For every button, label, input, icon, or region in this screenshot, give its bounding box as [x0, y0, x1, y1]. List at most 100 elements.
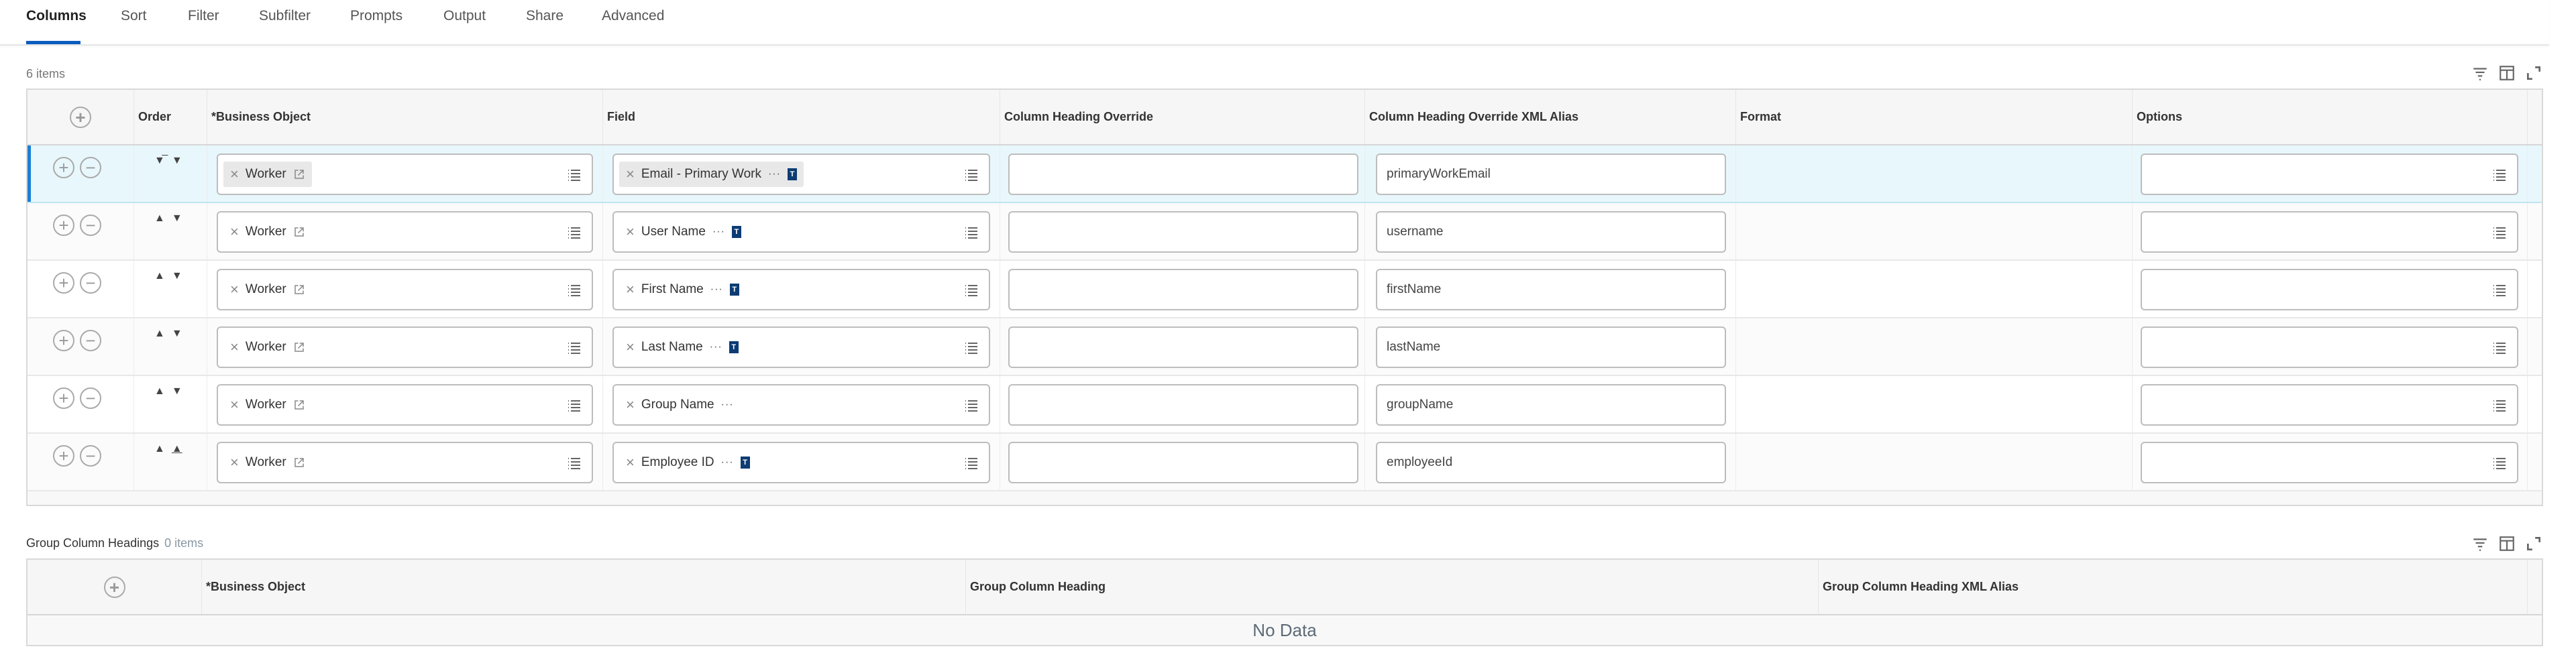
tab-output[interactable]: Output [443, 8, 486, 23]
related-actions-icon[interactable]: ··· [720, 399, 734, 410]
options-input[interactable] [2141, 442, 2518, 483]
remove-row-icon[interactable]: − [80, 330, 101, 351]
remove-icon[interactable]: × [230, 396, 239, 413]
business-object-pill[interactable]: × Worker [223, 450, 312, 475]
business-object-input[interactable]: × Worker [217, 154, 593, 195]
add-row-icon[interactable]: + [53, 272, 74, 294]
field-pill[interactable]: × Last Name ··· T [619, 335, 745, 360]
add-row-icon[interactable]: + [53, 445, 74, 467]
move-down-icon[interactable]: ▼ [171, 155, 182, 166]
remove-icon[interactable]: × [626, 281, 635, 298]
business-object-input[interactable]: × Worker [217, 442, 593, 483]
remove-icon[interactable]: × [626, 339, 635, 355]
move-up-icon[interactable]: ▲ [154, 443, 165, 455]
move-down-icon[interactable]: ▼ [171, 328, 182, 339]
remove-icon[interactable]: × [626, 454, 635, 471]
move-up-icon[interactable]: ▲ [154, 270, 165, 282]
list-prompt-icon[interactable] [963, 455, 979, 471]
external-link-icon[interactable] [293, 168, 305, 180]
list-prompt-icon[interactable] [2491, 282, 2508, 298]
external-link-icon[interactable] [293, 399, 305, 411]
business-object-input[interactable]: × Worker [217, 326, 593, 368]
xml-alias-input[interactable]: firstName [1376, 269, 1726, 310]
move-up-icon[interactable]: ▲ [154, 385, 165, 397]
tab-filter[interactable]: Filter [188, 8, 219, 23]
heading-override-input[interactable] [1008, 384, 1358, 426]
list-prompt-icon[interactable] [2491, 167, 2508, 183]
business-object-pill[interactable]: × Worker [223, 277, 312, 302]
remove-row-icon[interactable]: − [80, 445, 101, 467]
related-actions-icon[interactable]: ··· [709, 341, 722, 353]
remove-icon[interactable]: × [626, 396, 635, 413]
xml-alias-input[interactable]: lastName [1376, 326, 1726, 368]
list-prompt-icon[interactable] [2491, 398, 2508, 414]
business-object-pill[interactable]: × Worker [223, 219, 312, 245]
related-actions-icon[interactable]: ··· [767, 168, 781, 180]
add-row-icon[interactable]: + [53, 215, 74, 236]
table-row[interactable]: + − ▲ ▼ × Worker × Group Name ··· groupName [28, 376, 2542, 434]
column-layout-icon[interactable] [2498, 535, 2516, 552]
tab-subfilter[interactable]: Subfilter [259, 8, 311, 23]
move-up-icon[interactable]: ▲ [154, 213, 165, 224]
tab-prompts[interactable]: Prompts [350, 8, 403, 23]
remove-row-icon[interactable]: − [80, 157, 101, 178]
external-link-icon[interactable] [293, 457, 305, 469]
fullscreen-icon[interactable] [2525, 535, 2542, 552]
business-object-input[interactable]: × Worker [217, 211, 593, 253]
xml-alias-input[interactable]: username [1376, 211, 1726, 253]
fullscreen-icon[interactable] [2525, 64, 2542, 82]
business-object-pill[interactable]: × Worker [223, 162, 312, 187]
list-prompt-icon[interactable] [566, 340, 582, 356]
business-object-input[interactable]: × Worker [217, 269, 593, 310]
add-row-icon[interactable]: + [103, 576, 125, 598]
field-pill[interactable]: × Employee ID ··· T [619, 450, 757, 475]
heading-override-input[interactable] [1008, 154, 1358, 195]
remove-row-icon[interactable]: − [80, 272, 101, 294]
options-input[interactable] [2141, 211, 2518, 253]
list-prompt-icon[interactable] [963, 225, 979, 241]
field-input[interactable]: × Last Name ··· T [612, 326, 990, 368]
heading-override-input[interactable] [1008, 269, 1358, 310]
add-row-icon[interactable]: + [53, 157, 74, 178]
remove-row-icon[interactable]: − [80, 215, 101, 236]
remove-icon[interactable]: × [230, 454, 239, 471]
list-prompt-icon[interactable] [963, 340, 979, 356]
field-pill[interactable]: × First Name ··· T [619, 277, 746, 302]
list-prompt-icon[interactable] [2491, 455, 2508, 471]
list-prompt-icon[interactable] [566, 167, 582, 183]
business-object-input[interactable]: × Worker [217, 384, 593, 426]
tab-sort[interactable]: Sort [121, 8, 147, 23]
list-prompt-icon[interactable] [963, 167, 979, 183]
external-link-icon[interactable] [293, 284, 305, 296]
list-prompt-icon[interactable] [963, 282, 979, 298]
field-input[interactable]: × Email - Primary Work ··· T [612, 154, 990, 195]
business-object-pill[interactable]: × Worker [223, 392, 312, 418]
options-input[interactable] [2141, 384, 2518, 426]
remove-icon[interactable]: × [626, 166, 635, 182]
field-pill[interactable]: × Group Name ··· [619, 392, 741, 418]
related-actions-icon[interactable]: ··· [710, 284, 723, 295]
add-row-icon[interactable]: + [53, 387, 74, 409]
list-prompt-icon[interactable] [566, 282, 582, 298]
tab-advanced[interactable]: Advanced [602, 8, 665, 23]
options-input[interactable] [2141, 154, 2518, 195]
move-to-bottom-icon[interactable]: ▲ [171, 443, 182, 455]
related-actions-icon[interactable]: ··· [720, 457, 734, 468]
tab-columns[interactable]: Columns [26, 8, 87, 23]
move-down-icon[interactable]: ▼ [171, 385, 182, 397]
tab-share[interactable]: Share [526, 8, 564, 23]
options-input[interactable] [2141, 269, 2518, 310]
remove-icon[interactable]: × [230, 339, 239, 355]
add-row-icon[interactable]: + [70, 106, 91, 128]
list-prompt-icon[interactable] [566, 455, 582, 471]
heading-override-input[interactable] [1008, 442, 1358, 483]
remove-icon[interactable]: × [626, 223, 635, 240]
move-down-icon[interactable]: ▼ [171, 213, 182, 224]
move-to-top-icon[interactable]: ▼̅ [154, 155, 165, 166]
field-input[interactable]: × First Name ··· T [612, 269, 990, 310]
options-input[interactable] [2141, 326, 2518, 368]
heading-override-input[interactable] [1008, 211, 1358, 253]
